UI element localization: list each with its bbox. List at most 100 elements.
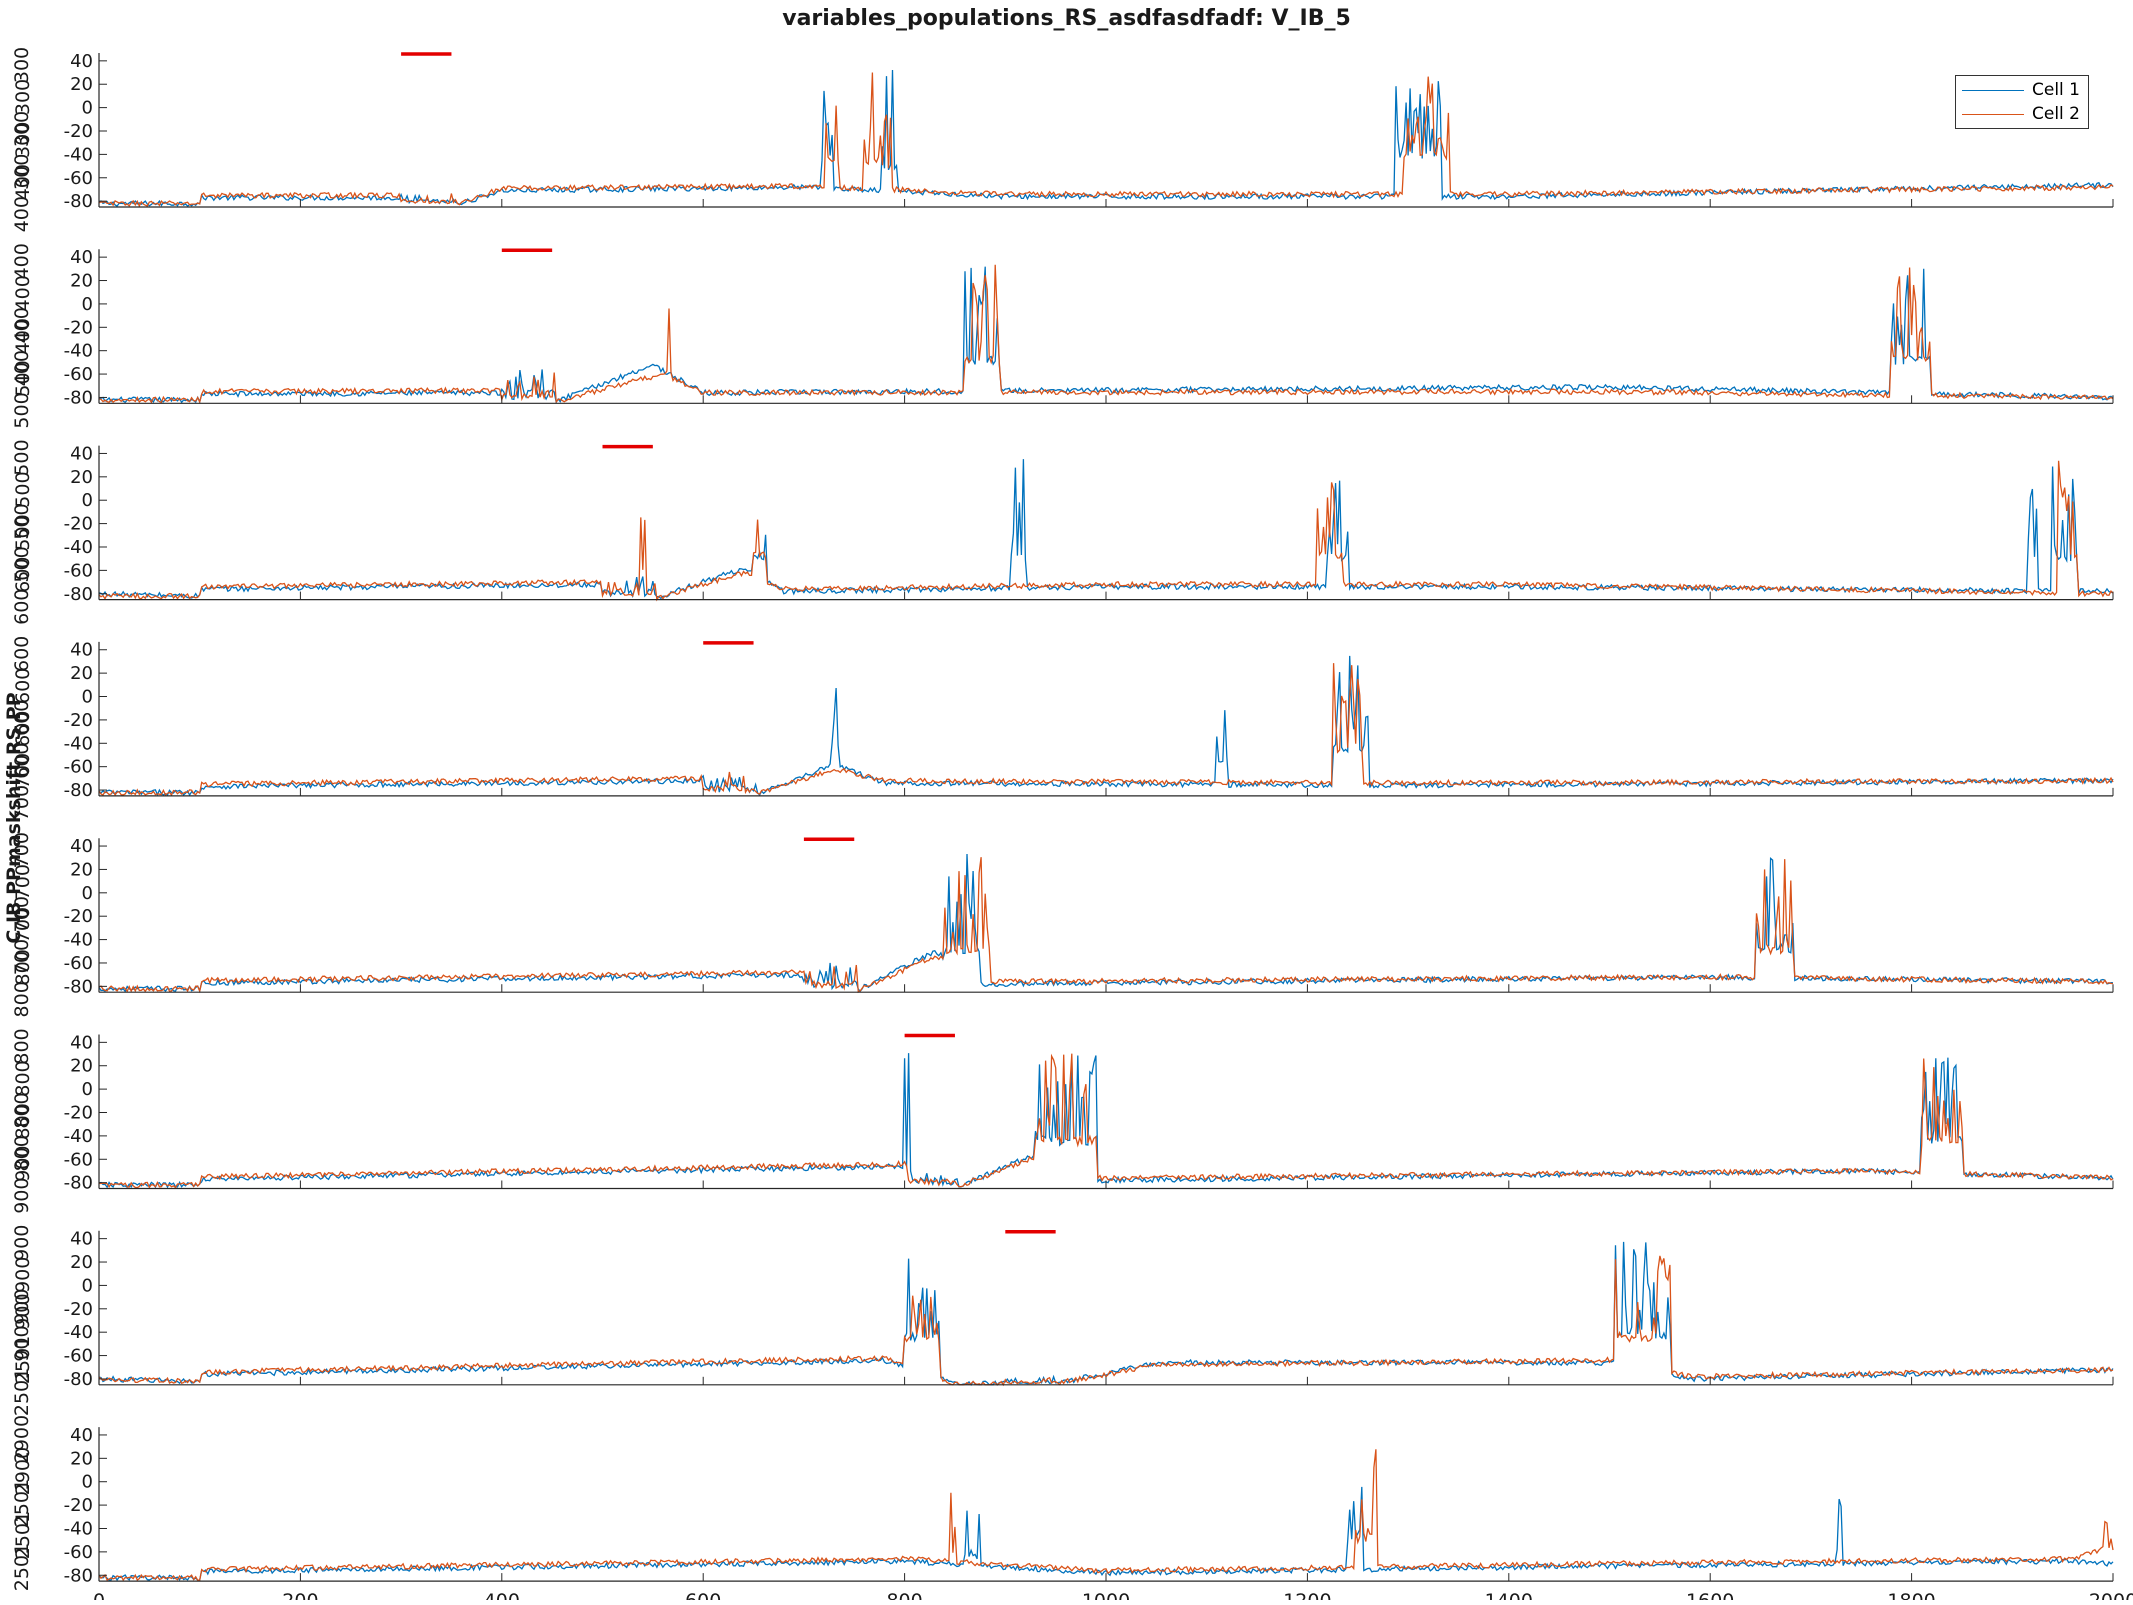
panel-3-row-label: 500: [11, 439, 33, 475]
y-tick-label: -80: [64, 191, 93, 212]
y-tick-label: 20: [70, 859, 93, 880]
y-tick-label: 40: [70, 1229, 93, 1250]
panel-5-row-label: 700: [12, 864, 34, 900]
panel-5-row-label: 800 700: [12, 907, 34, 986]
panel-2-row-label: 500 400: [12, 318, 34, 397]
panel-4-row-label: 600: [11, 700, 33, 736]
y-tick-label: -40: [64, 1126, 93, 1147]
panel-6-row-label: 900 800: [11, 1135, 33, 1214]
panel-8: 29002900250125012501-80-60-40-2002040020…: [11, 1415, 2133, 1605]
series-line-cell-1: [98, 853, 2114, 994]
panel-2-row-label: 400: [12, 275, 34, 311]
y-tick-label: -60: [64, 168, 93, 189]
y-tick-label: 0: [82, 1472, 93, 1493]
x-tick-label: 800: [886, 1590, 922, 1600]
panel-2-row-label: 500 400: [11, 350, 33, 429]
y-tick-label: 20: [70, 663, 93, 684]
series-line-cell-1: [98, 1053, 2114, 1189]
y-tick-label: -80: [64, 1173, 93, 1194]
panel-8-row-label: 2900: [11, 1415, 33, 1463]
panel-7-row-label: 2501 900: [12, 1293, 34, 1384]
panel-1-row-label: 300: [11, 111, 33, 147]
x-tick-label: 400: [484, 1590, 520, 1600]
x-tick-label: 2000: [2089, 1590, 2133, 1600]
panel-3-row-label: 500: [11, 503, 33, 539]
y-tick-label: -40: [64, 341, 93, 362]
y-tick-label: -40: [64, 1518, 93, 1539]
panel-2-row-label: 400: [11, 307, 33, 343]
panel-1-row-label: 300: [11, 47, 33, 83]
panel-8-row-label: 2501: [11, 1543, 33, 1591]
series-line-cell-1: [98, 266, 2114, 404]
x-tick-label: 1400: [1485, 1590, 1533, 1600]
y-tick-label: 40: [70, 1425, 93, 1446]
y-tick-label: -60: [64, 1149, 93, 1170]
y-tick-label: 40: [70, 247, 93, 268]
legend-swatch-cell-1: [1962, 89, 2024, 91]
series-line-cell-1: [98, 655, 2114, 797]
y-tick-label: 0: [82, 883, 93, 904]
x-tick-label: 1200: [1283, 1590, 1331, 1600]
panel-7-row-label: 900: [12, 1257, 34, 1293]
y-tick-label: -80: [64, 976, 93, 997]
panel-8-row-label: 2501: [12, 1511, 34, 1559]
y-tick-label: -20: [64, 317, 93, 338]
panel-1-row-label: 400 300: [11, 154, 33, 233]
series-line-cell-2: [98, 1255, 2114, 1387]
y-tick-label: -20: [64, 1495, 93, 1516]
y-tick-label: -40: [64, 537, 93, 558]
series-line-cell-2: [98, 460, 2114, 602]
y-tick-label: -80: [64, 1565, 93, 1586]
y-tick-label: -20: [64, 121, 93, 142]
panel-3-row-label: 600 500: [11, 546, 33, 625]
legend-entry-cell-2: Cell 2: [1962, 102, 2080, 126]
panel-4-row-label: 600: [11, 636, 33, 672]
x-tick-label: 600: [685, 1590, 721, 1600]
figure-title: variables_populations_RS_asdfasdfadf: V_…: [782, 6, 1351, 31]
series-line-cell-2: [98, 72, 2114, 208]
y-tick-label: 20: [70, 1252, 93, 1273]
y-tick-label: -20: [64, 514, 93, 535]
panel-7-row-label: 900: [11, 1225, 33, 1261]
y-tick-label: -80: [64, 1369, 93, 1390]
panel-3-row-label: 600 500: [12, 514, 34, 593]
panel-5-row-label: 800 700: [11, 939, 33, 1018]
panel-1-row-label: 400 300: [12, 122, 34, 201]
y-tick-label: -60: [64, 757, 93, 778]
y-tick-label: 0: [82, 98, 93, 119]
panel-6-row-label: 800: [12, 1060, 34, 1096]
panel-2-row-label: 400: [11, 243, 33, 279]
series-line-cell-2: [98, 857, 2113, 994]
legend-entry-cell-1: Cell 1: [1962, 78, 2080, 102]
series-line-cell-1: [98, 459, 2114, 600]
y-tick-label: 20: [70, 74, 93, 95]
y-tick-label: 0: [82, 490, 93, 511]
series-line-cell-1: [98, 1486, 2114, 1582]
panel-8-row-label: 2501: [11, 1479, 33, 1527]
y-tick-label: -40: [64, 930, 93, 951]
y-tick-label: 40: [70, 640, 93, 661]
y-tick-label: -40: [64, 733, 93, 754]
y-tick-label: -40: [64, 1322, 93, 1343]
y-tick-label: -40: [64, 144, 93, 165]
y-tick-label: -20: [64, 906, 93, 927]
series-line-cell-2: [98, 264, 2114, 404]
legend-label-cell-2: Cell 2: [2032, 104, 2080, 124]
y-tick-label: 20: [70, 1056, 93, 1077]
figure-ylabel: C IB PPmaskshift RS PP: [3, 692, 25, 944]
y-tick-label: 40: [70, 443, 93, 464]
y-tick-label: -60: [64, 953, 93, 974]
y-tick-label: 20: [70, 271, 93, 292]
x-tick-label: 0: [93, 1590, 105, 1600]
panel-6-row-label: 800: [11, 1092, 33, 1128]
panel-5-row-label: 700: [11, 832, 33, 868]
y-tick-label: 40: [70, 51, 93, 72]
